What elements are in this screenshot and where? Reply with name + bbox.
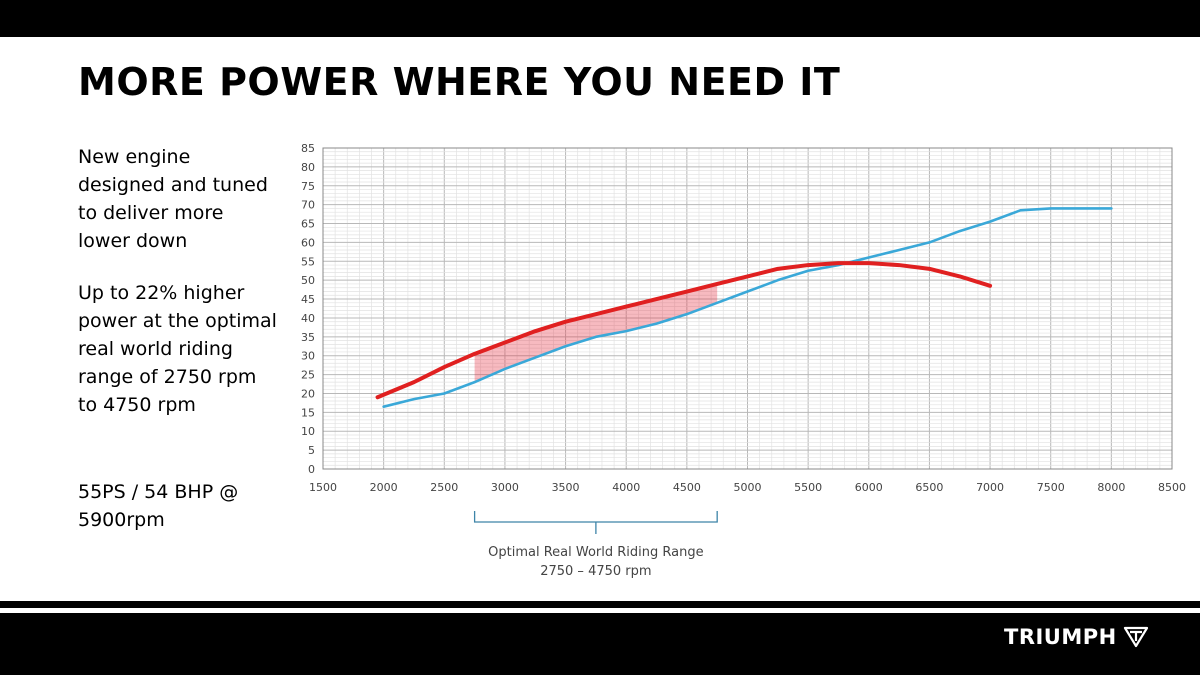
x-tick-label: 5500 — [794, 481, 822, 494]
y-tick-label: 35 — [301, 331, 315, 344]
y-tick-label: 85 — [301, 142, 315, 155]
triumph-logo: TRIUMPH — [1004, 625, 1149, 649]
y-tick-label: 40 — [301, 312, 315, 325]
y-tick-label: 25 — [301, 369, 315, 382]
x-tick-label: 6500 — [915, 481, 943, 494]
x-tick-label: 6000 — [855, 481, 883, 494]
x-tick-label: 2000 — [370, 481, 398, 494]
y-tick-label: 75 — [301, 180, 315, 193]
y-tick-label: 55 — [301, 255, 315, 268]
x-tick-label: 7500 — [1037, 481, 1065, 494]
y-tick-label: 20 — [301, 387, 315, 400]
y-tick-label: 45 — [301, 293, 315, 306]
x-tick-label: 8500 — [1158, 481, 1186, 494]
range-sublabel: 2750 – 4750 rpm — [540, 564, 651, 579]
x-tick-label: 4500 — [673, 481, 701, 494]
brand-wordmark: TRIUMPH — [1004, 625, 1117, 649]
bottom-divider — [0, 608, 1200, 613]
x-tick-label: 3500 — [552, 481, 580, 494]
y-tick-label: 65 — [301, 218, 315, 231]
y-tick-label: 60 — [301, 236, 315, 249]
bottom-black-bar — [0, 601, 1200, 675]
y-tick-label: 5 — [308, 444, 315, 457]
x-tick-label: 7000 — [976, 481, 1004, 494]
top-black-bar — [0, 0, 1200, 37]
y-tick-label: 30 — [301, 350, 315, 363]
power-curve-chart: 0 5 10 15 20 25 30 35 40 45 50 55 60 65 70 75 80 85 1500 20… — [301, 142, 1186, 579]
x-tick-label: 8000 — [1097, 481, 1125, 494]
x-tick-label: 5000 — [734, 481, 762, 494]
y-tick-label: 80 — [301, 161, 315, 174]
y-tick-label: 70 — [301, 199, 315, 212]
slide-title: MORE POWER WHERE YOU NEED IT — [78, 60, 841, 104]
y-tick-label: 10 — [301, 425, 315, 438]
plot-area-border — [322, 147, 1173, 470]
engine-description: New engine designed and tuned to deliver… — [78, 146, 268, 252]
triumph-t-emblem-icon — [1123, 626, 1148, 648]
series-line-red — [375, 261, 993, 400]
x-tick-label: 1500 — [309, 481, 337, 494]
range-label: Optimal Real World Riding Range — [488, 545, 703, 560]
y-tick-label: 50 — [301, 274, 315, 287]
x-tick-label: 4000 — [612, 481, 640, 494]
x-tick-label: 3000 — [491, 481, 519, 494]
y-tick-label: 15 — [301, 406, 315, 419]
range-bracket — [473, 511, 718, 534]
series-line-blue — [382, 207, 1113, 408]
x-tick-label: 2500 — [430, 481, 458, 494]
peak-power-spec: 55PS / 54 BHP @ 5900rpm — [78, 481, 239, 531]
y-tick-label: 0 — [308, 463, 315, 476]
power-gain-description: Up to 22% higher power at the optimal re… — [78, 282, 277, 416]
